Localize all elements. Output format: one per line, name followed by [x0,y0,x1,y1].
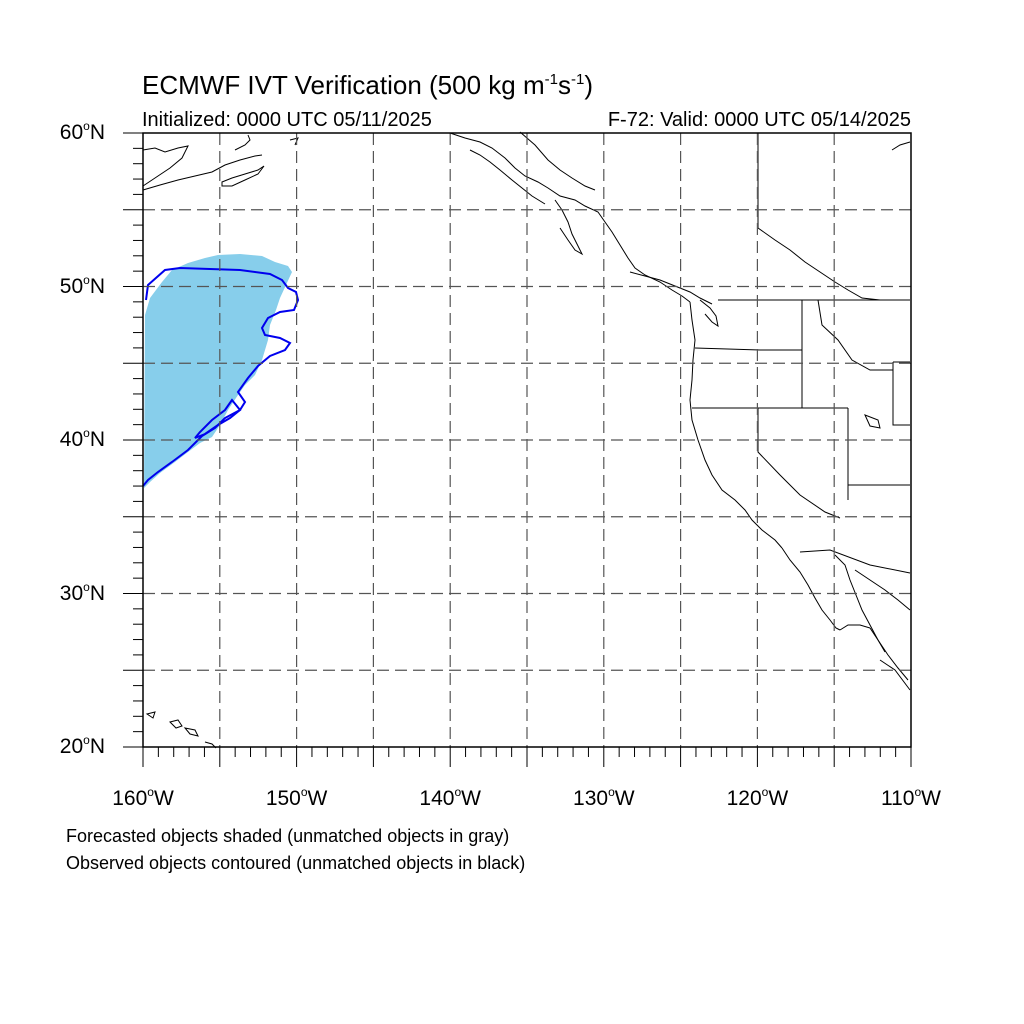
lat-label-number: 40 [59,428,84,451]
lon-label-160W: 160oW [83,785,203,811]
lon-label-number: 110 [881,787,915,810]
lon-label-number: 140 [419,787,455,810]
degree-symbol: o [83,579,90,594]
political-borders [692,133,911,574]
lon-label-hemisphere: W [461,787,481,810]
axis-ticks [123,132,912,767]
lon-label-hemisphere: W [768,787,789,810]
degree-symbol: o [608,785,615,799]
map-title: ECMWF IVT Verification (500 kg m-1s-1) [142,70,593,100]
caption-observed: Observed objects contoured (unmatched ob… [66,853,526,873]
valid-time-label: F-72: Valid: 0000 UTC 05/14/2025 [607,109,911,131]
lat-label-number: 50 [59,274,84,298]
lon-label-140W: 140oW [390,785,510,811]
lon-label-number: 150 [265,787,301,810]
lat-label-number: 20 [59,735,84,758]
lat-label-hemisphere: N [89,735,105,758]
lon-label-120W: 120oW [697,785,817,811]
lon-label-number: 160 [112,787,148,810]
lat-label-hemisphere: N [89,581,105,605]
lat-label-number: 60 [59,121,84,144]
lat-label-60N: 60oN [25,119,105,145]
lat-label-hemisphere: N [89,428,105,451]
degree-symbol: o [83,426,90,440]
forecast-ivt-object [144,254,292,488]
lon-label-number: 120 [726,787,762,810]
lon-label-number: 130 [573,787,609,810]
degree-symbol: o [300,785,308,799]
lat-label-hemisphere: N [89,121,105,144]
lon-label-hemisphere: W [153,787,174,810]
lon-label-150W: 150oW [237,785,357,811]
degree-symbol: o [83,119,90,133]
lat-label-30N: 30oN [25,580,105,606]
degree-symbol: o [761,785,769,799]
lon-label-130W: 130oW [544,785,664,811]
degree-symbol: o [83,733,90,747]
lon-label-110W: 110oW [851,785,971,811]
initialized-label: Initialized: 0000 UTC 05/11/2025 [142,109,432,131]
lon-label-hemisphere: W [614,787,635,810]
degree-symbol: o [454,785,462,799]
lat-label-number: 30 [59,581,84,605]
caption-forecast: Forecasted objects shaded (unmatched obj… [66,826,510,846]
lat-label-hemisphere: N [89,274,105,298]
lat-label-40N: 40oN [25,426,105,452]
lon-label-hemisphere: W [307,787,328,810]
lat-label-50N: 50oN [25,273,105,299]
degree-symbol: o [914,785,922,799]
observed-ivt-contour-inner [194,398,242,439]
lon-label-hemisphere: W [921,787,941,810]
degree-symbol: o [147,785,154,799]
degree-symbol: o [83,272,90,287]
graticule [143,133,911,747]
lat-label-20N: 20oN [25,733,105,759]
